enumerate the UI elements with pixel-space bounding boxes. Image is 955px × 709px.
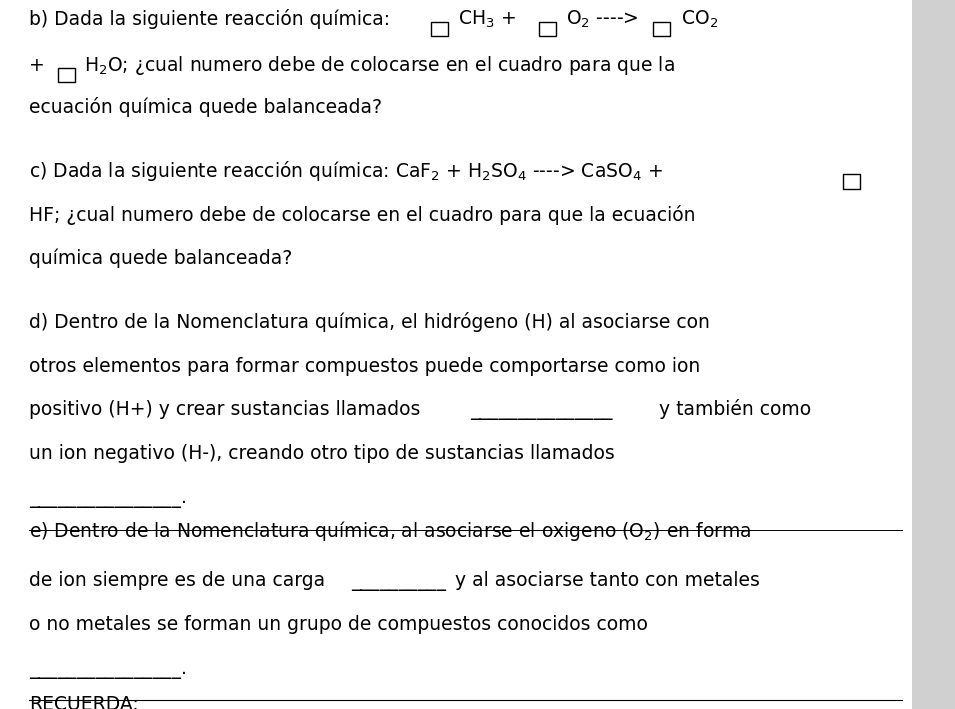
- Text: b) Dada la siguiente reacción química:: b) Dada la siguiente reacción química:: [29, 9, 390, 29]
- Text: ________________.: ________________.: [29, 659, 186, 679]
- Text: $\mathregular{CO_2}$: $\mathregular{CO_2}$: [681, 9, 718, 30]
- Text: d) Dentro de la Nomenclatura química, el hidrógeno (H) al asociarse con: d) Dentro de la Nomenclatura química, el…: [29, 311, 710, 332]
- Bar: [653, 22, 670, 36]
- Text: +: +: [29, 56, 44, 75]
- Text: o no metales se forman un grupo de compuestos conocidos como: o no metales se forman un grupo de compu…: [29, 615, 647, 634]
- Text: $\mathregular{O_2}$ ---->: $\mathregular{O_2}$ ---->: [566, 9, 639, 30]
- Text: $\mathregular{H_2O}$; ¿cual numero debe de colocarse en el cuadro para que la: $\mathregular{H_2O}$; ¿cual numero debe …: [84, 54, 675, 77]
- Bar: [58, 68, 75, 82]
- Text: HF; ¿cual numero debe de colocarse en el cuadro para que la ecuación: HF; ¿cual numero debe de colocarse en el…: [29, 205, 695, 225]
- Text: y también como: y también como: [659, 399, 811, 420]
- Text: de ion siempre es de una carga: de ion siempre es de una carga: [29, 571, 325, 590]
- Text: $\mathregular{CH_3}$ +: $\mathregular{CH_3}$ +: [458, 9, 517, 30]
- Text: positivo (H+) y crear sustancias llamados: positivo (H+) y crear sustancias llamado…: [29, 401, 420, 420]
- Bar: [843, 174, 860, 189]
- Text: e) Dentro de la Nomenclatura química, al asociarse el oxigeno ($\mathregular{O_2: e) Dentro de la Nomenclatura química, al…: [29, 520, 751, 543]
- Bar: [912, 0, 955, 709]
- Text: __________: __________: [351, 571, 446, 591]
- Text: RECUERDA:: RECUERDA:: [29, 696, 138, 709]
- Bar: [539, 22, 556, 36]
- Text: c) Dada la siguiente reacción química: $\mathregular{CaF_2}$ + $\mathregular{H_2: c) Dada la siguiente reacción química: $…: [29, 160, 663, 183]
- Text: y al asociarse tanto con metales: y al asociarse tanto con metales: [455, 571, 759, 590]
- Text: ecuación química quede balanceada?: ecuación química quede balanceada?: [29, 97, 382, 118]
- Bar: [431, 22, 448, 36]
- Text: otros elementos para formar compuestos puede comportarse como ion: otros elementos para formar compuestos p…: [29, 357, 700, 376]
- Text: química quede balanceada?: química quede balanceada?: [29, 248, 292, 268]
- Text: _______________: _______________: [470, 401, 612, 420]
- Text: ________________.: ________________.: [29, 489, 186, 508]
- Text: un ion negativo (H-), creando otro tipo de sustancias llamados: un ion negativo (H-), creando otro tipo …: [29, 445, 614, 464]
